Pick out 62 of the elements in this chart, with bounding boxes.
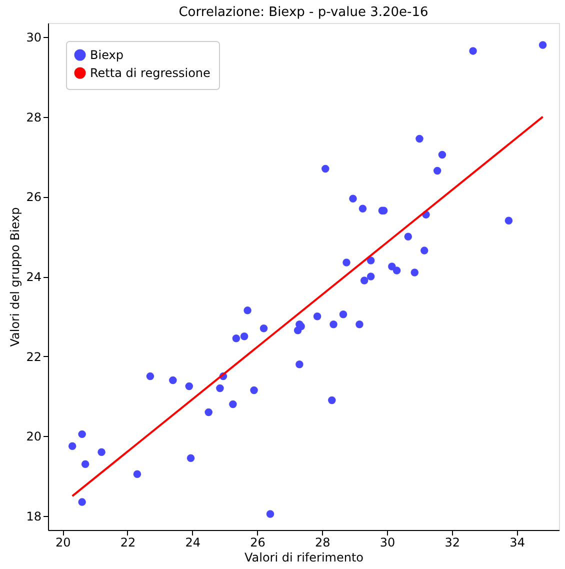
legend-label: Retta di regressione bbox=[90, 66, 210, 80]
x-axis-title: Valori di riferimento bbox=[244, 550, 364, 564]
point bbox=[313, 312, 322, 320]
point bbox=[504, 216, 513, 224]
point bbox=[366, 256, 375, 264]
x-tick-label: 22 bbox=[120, 536, 136, 550]
y-tick-label: 26 bbox=[26, 190, 42, 204]
point bbox=[229, 400, 237, 408]
x-tick-label: 34 bbox=[510, 536, 525, 550]
point bbox=[433, 166, 442, 175]
point bbox=[266, 510, 274, 518]
point bbox=[240, 332, 248, 340]
x-tick-label: 28 bbox=[315, 536, 330, 550]
point bbox=[78, 430, 86, 438]
point bbox=[185, 382, 194, 390]
point bbox=[186, 454, 195, 462]
point bbox=[404, 232, 412, 240]
point bbox=[469, 47, 477, 55]
y-tick-label: 30 bbox=[26, 30, 42, 44]
point bbox=[358, 204, 367, 212]
point bbox=[250, 386, 258, 394]
y-tick-label: 28 bbox=[26, 110, 42, 124]
y-axis-title: Valori del gruppo Biexp bbox=[8, 207, 22, 347]
point bbox=[322, 164, 330, 173]
x-tick-label: 32 bbox=[444, 536, 460, 550]
point bbox=[392, 266, 401, 274]
point bbox=[342, 258, 350, 266]
y-tick-label: 24 bbox=[26, 270, 42, 284]
y-tick-label: 20 bbox=[26, 430, 42, 444]
y-tick-label: 22 bbox=[26, 350, 42, 364]
point bbox=[296, 360, 304, 368]
point bbox=[204, 408, 212, 416]
legend-label: Biexp bbox=[90, 48, 124, 62]
point bbox=[416, 134, 424, 143]
point bbox=[133, 470, 142, 478]
point bbox=[232, 334, 240, 342]
point bbox=[410, 268, 418, 276]
point bbox=[349, 194, 357, 203]
point bbox=[328, 396, 336, 404]
point bbox=[438, 150, 446, 159]
x-tick-label: 20 bbox=[55, 536, 71, 550]
point bbox=[538, 41, 547, 49]
x-tick-label: 26 bbox=[250, 536, 266, 550]
point bbox=[98, 448, 106, 456]
x-tick-label: 30 bbox=[380, 536, 396, 550]
point bbox=[68, 442, 76, 450]
chart-title: Correlazione: Biexp - p-value 3.20e-16 bbox=[178, 5, 428, 20]
x-tick-label: 24 bbox=[185, 536, 201, 550]
y-tick-label: 18 bbox=[26, 510, 42, 524]
point bbox=[330, 320, 338, 328]
point bbox=[360, 276, 368, 284]
point bbox=[356, 320, 364, 328]
point bbox=[366, 272, 375, 280]
point bbox=[420, 246, 428, 254]
point bbox=[339, 310, 348, 318]
point bbox=[216, 384, 224, 392]
point bbox=[169, 376, 177, 384]
point bbox=[244, 306, 252, 314]
point bbox=[146, 372, 154, 380]
point bbox=[78, 498, 86, 506]
point bbox=[81, 460, 90, 468]
point bbox=[260, 324, 268, 332]
